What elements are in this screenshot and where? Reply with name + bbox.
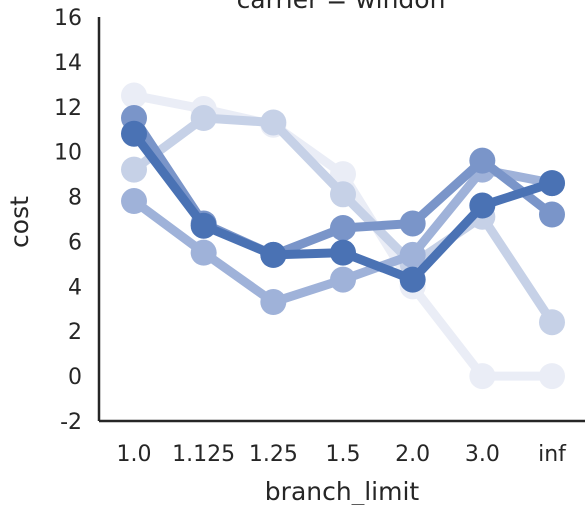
- x-tick-label: 1.125: [172, 442, 235, 467]
- chart-title: carrier = windon: [237, 0, 446, 14]
- y-tick-label: -2: [60, 410, 82, 435]
- data-point: [121, 156, 147, 183]
- y-axis-label: cost: [5, 196, 34, 248]
- data-point: [469, 363, 496, 390]
- y-tick-label: 12: [54, 96, 82, 121]
- y-tick-label: 10: [54, 141, 82, 166]
- data-point: [399, 241, 426, 268]
- data-point: [190, 239, 217, 266]
- x-tick-label: 1.5: [326, 442, 361, 467]
- data-point: [260, 289, 287, 316]
- x-axis-label: branch_limit: [265, 477, 420, 505]
- x-tick-label: 2.0: [395, 442, 430, 467]
- data-point: [399, 266, 426, 293]
- data-point: [539, 170, 565, 197]
- y-axis-ticks: -2 0 2 4 6 8 10 12 14 16: [54, 6, 82, 435]
- data-point: [121, 82, 147, 109]
- data-point: [330, 161, 356, 188]
- data-point: [539, 309, 565, 336]
- data-point: [330, 239, 356, 266]
- data-point: [399, 210, 426, 237]
- y-tick-label: 8: [68, 186, 82, 211]
- data-point: [469, 147, 496, 174]
- data-point: [121, 120, 147, 147]
- y-tick-label: 14: [54, 51, 82, 76]
- x-tick-label: inf: [538, 442, 567, 467]
- data-point: [539, 363, 565, 390]
- data-point: [330, 214, 356, 241]
- x-axis-ticks: 1.0 1.125 1.25 1.5 2.0 3.0 inf: [117, 442, 568, 467]
- series-layer: [121, 82, 565, 390]
- data-point: [260, 109, 287, 136]
- data-point: [121, 188, 147, 215]
- data-point: [260, 241, 287, 268]
- y-tick-label: 0: [68, 365, 82, 390]
- x-tick-label: 1.0: [117, 442, 152, 467]
- x-tick-label: 3.0: [465, 442, 500, 467]
- x-tick-label: 1.25: [249, 442, 298, 467]
- data-point: [190, 105, 217, 131]
- data-point: [190, 212, 217, 239]
- y-tick-label: 2: [68, 320, 82, 345]
- series-5: [121, 120, 565, 293]
- data-point: [469, 192, 496, 219]
- y-tick-label: 16: [54, 6, 82, 31]
- data-point: [330, 181, 356, 208]
- data-point: [539, 201, 565, 228]
- y-tick-label: 4: [68, 275, 82, 300]
- data-point: [330, 266, 356, 293]
- y-tick-label: 6: [68, 230, 82, 255]
